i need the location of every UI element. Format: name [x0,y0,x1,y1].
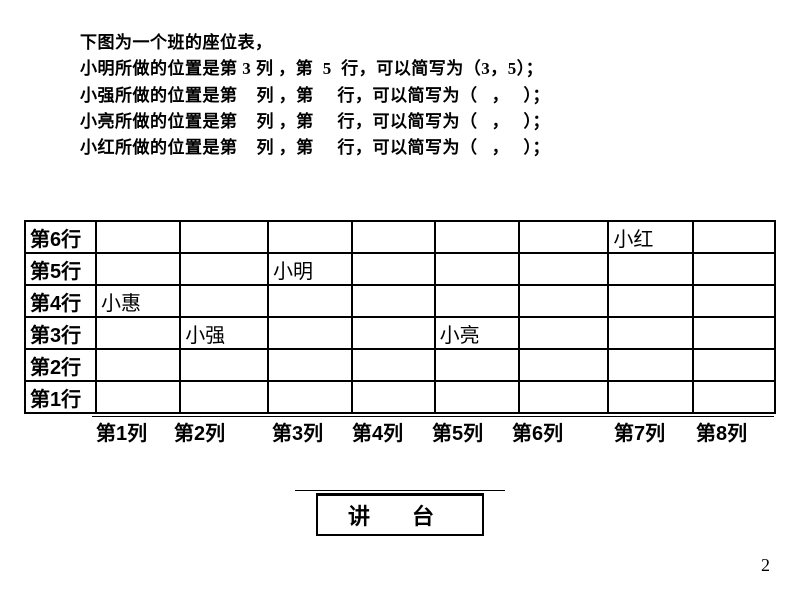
column-label: 第2列 [170,416,268,446]
seat-cell [268,317,352,349]
seat-cell [608,253,692,285]
seat-cell [96,253,180,285]
page-number: 2 [761,555,770,576]
seat-cell [352,349,434,381]
seat-cell [693,221,775,253]
seat-cell [352,285,434,317]
seat-cell: 小明 [268,253,352,285]
table-row: 第6行 小红 [25,221,775,253]
column-label: 第5列 [428,416,508,446]
seat-cell [608,317,692,349]
column-labels-row: 第1列 第2列 第3列 第4列 第5列 第6列 第7列 第8列 [24,416,776,446]
seat-cell [268,285,352,317]
podium-block: 讲 台 [300,490,500,536]
intro-line-3: 小亮所做的位置是第 列 ，第 行，可以简写为（ ， ）； [80,109,550,135]
intro-line-1: 小明所做的位置是第 3 列 ，第 5 行，可以简写为（3，5）； [80,56,550,82]
seat-cell [435,253,519,285]
column-label: 第8列 [692,416,774,446]
seat-cell: 小亮 [435,317,519,349]
podium-top-rule [295,490,505,491]
table-row: 第3行 小强 小亮 [25,317,775,349]
row-label: 第6行 [25,221,96,253]
intro-line-0: 下图为一个班的座位表， [80,30,550,56]
column-label: 第3列 [268,416,348,446]
seat-cell [268,221,352,253]
seat-cell [435,381,519,413]
row-label: 第5行 [25,253,96,285]
table-row: 第5行 小明 [25,253,775,285]
seat-cell [519,381,609,413]
seat-cell [96,221,180,253]
page-root: 下图为一个班的座位表， 小明所做的位置是第 3 列 ，第 5 行，可以简写为（3… [0,0,800,600]
row-label: 第2行 [25,349,96,381]
seating-chart: 第6行小红第5行小明第4行小惠第3行小强小亮第2行第1行 第1列 第2列 第3列… [24,220,776,446]
seat-cell [519,253,609,285]
row-label: 第3行 [25,317,96,349]
column-label: 第6列 [508,416,610,446]
seat-cell [352,381,434,413]
seat-cell [519,221,609,253]
seat-cell [608,381,692,413]
row-label: 第1行 [25,381,96,413]
seat-cell [435,221,519,253]
seat-cell [180,253,268,285]
seat-cell [180,221,268,253]
seat-cell [519,285,609,317]
row-label: 第4行 [25,285,96,317]
podium-label: 讲 台 [316,493,484,536]
table-row: 第4行小惠 [25,285,775,317]
seat-cell [693,317,775,349]
intro-line-4: 小红所做的位置是第 列 ，第 行，可以简写为（ ， ）； [80,135,550,161]
seat-cell [693,285,775,317]
seat-cell [180,381,268,413]
table-row: 第2行 [25,349,775,381]
seat-cell [435,285,519,317]
seat-cell [352,317,434,349]
seat-cell: 小强 [180,317,268,349]
seat-cell [352,253,434,285]
seat-cell [268,381,352,413]
seat-cell [519,317,609,349]
intro-text-block: 下图为一个班的座位表， 小明所做的位置是第 3 列 ，第 5 行，可以简写为（3… [80,30,550,162]
seat-cell [180,285,268,317]
seat-cell [608,349,692,381]
seat-cell [693,381,775,413]
column-label: 第4列 [348,416,428,446]
column-label-spacer [24,416,92,446]
seat-cell [96,349,180,381]
column-label: 第7列 [610,416,692,446]
column-label: 第1列 [92,416,170,446]
seat-cell [693,253,775,285]
seat-cell [180,349,268,381]
seat-cell [96,381,180,413]
seat-cell: 小红 [608,221,692,253]
seat-cell [352,221,434,253]
seat-cell [608,285,692,317]
seat-cell [96,317,180,349]
seat-cell [435,349,519,381]
seat-cell [693,349,775,381]
intro-line-2: 小强所做的位置是第 列 ，第 行，可以简写为（ ， ）； [80,83,550,109]
seat-cell: 小惠 [96,285,180,317]
seat-cell [519,349,609,381]
table-row: 第1行 [25,381,775,413]
seating-table: 第6行小红第5行小明第4行小惠第3行小强小亮第2行第1行 [24,220,776,414]
seat-cell [268,349,352,381]
